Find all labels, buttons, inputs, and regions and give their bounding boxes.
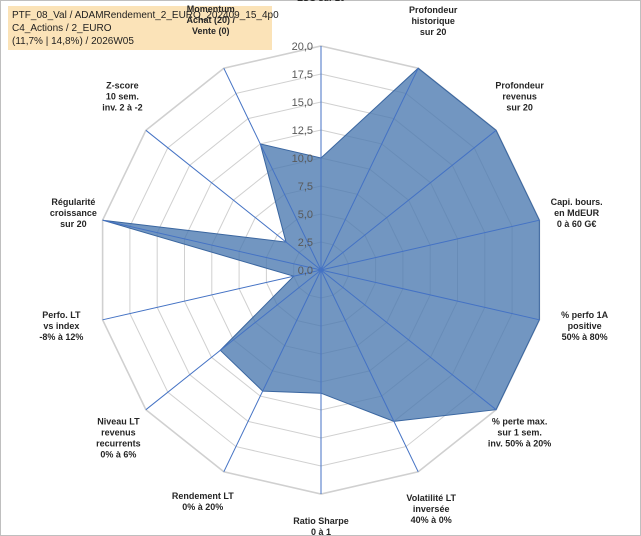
axis-label-line: % perfo 1A [561, 310, 609, 320]
tick-label: 7,5 [298, 181, 313, 193]
axis-label-line: sur 20 [420, 27, 447, 37]
axis-label-line: Profondeur [495, 81, 544, 91]
header-line-3: (11,7% | 14,8%) / 2026W05 [12, 36, 134, 47]
axis-label-line: % perte max. [492, 416, 548, 426]
axis-spoke [223, 67, 322, 271]
axis-label-line: Capi. bours. [551, 197, 603, 207]
axis-label-line: sur 20 [60, 219, 87, 229]
axis-label-line: 0 à 1 [311, 527, 331, 536]
axis-label-line: Volatilité LT [406, 493, 456, 503]
tick-label: 20,0 [292, 41, 313, 53]
chart-header: PTF_08_Val / ADAMRendement_2_EURO_202409… [8, 6, 279, 50]
axis-label-line: Z-score [106, 81, 139, 91]
header-line-2: C4_Actions / 2_EURO [12, 23, 112, 34]
axis-spoke [320, 269, 497, 411]
label-layer: NoteESG sur 20Profondeurhistoriquesur 20… [39, 0, 608, 536]
tick-label: 10,0 [292, 153, 313, 165]
axis-label-line: 50% à 80% [562, 332, 608, 342]
tick-label: 2,5 [298, 237, 313, 249]
tick-label: 0,0 [298, 265, 313, 277]
axis-label-line: 40% à 0% [411, 515, 452, 525]
tick-label: 12,5 [292, 125, 313, 137]
axis-label-line: inv. 2 à -2 [102, 103, 142, 113]
tick-label: 17,5 [292, 69, 313, 81]
axis-label-line: recurrents [96, 438, 141, 448]
axis-label-line: 10 sem. [106, 92, 139, 102]
axis-spoke [223, 269, 322, 473]
axis-label: Rendement LT0% à 20% [172, 491, 234, 512]
axis-label-line: vs index [43, 321, 79, 331]
axis-label-line: revenus [101, 427, 136, 437]
axis-label: % perte max.sur 1 sem.inv. 50% à 20% [488, 416, 551, 448]
axis-label-line: Niveau LT [97, 416, 140, 426]
axis-spoke [320, 129, 497, 271]
axis-label-line: en MdEUR [554, 208, 600, 218]
axis-spoke [145, 129, 322, 271]
axis-spoke [102, 219, 322, 271]
tick-layer: 0,0 2,5 5,0 7,5 10,0 12,5 15,0 17,5 20,0 [292, 41, 313, 277]
axis-label-line: Rendement LT [172, 491, 234, 501]
axis-label-line: inv. 50% à 20% [488, 438, 551, 448]
axis-label-line: Vente (0) [192, 26, 230, 36]
axis-label-line: Achat (20) / [187, 15, 236, 25]
axis-label-line: Régularité [51, 197, 95, 207]
axis-label-line: revenus [502, 92, 537, 102]
axis-spoke [320, 269, 540, 321]
axis-label-line: Profondeur [409, 5, 458, 15]
tick-label: 5,0 [298, 209, 313, 221]
tick-label: 15,0 [292, 97, 313, 109]
axis-label-line: 0 à 60 G€ [557, 219, 597, 229]
axis-label-line: croissance [50, 208, 97, 218]
axis-label-line: historique [411, 16, 455, 26]
axis-label: NoteESG sur 20 [297, 0, 345, 3]
axis-spoke [320, 219, 540, 271]
axis-label-line: ESG sur 20 [297, 0, 345, 3]
axis-label-line: 0% à 20% [182, 502, 223, 512]
axis-spoke [145, 269, 322, 411]
axis-label-line: inversée [413, 504, 450, 514]
axis-label-line: 0% à 6% [100, 449, 136, 459]
axis-label-line: positive [568, 321, 602, 331]
axis-label-line: -8% à 12% [39, 332, 83, 342]
axis-label-line: sur 1 sem. [497, 427, 542, 437]
spoke-layer [102, 46, 540, 494]
axis-label-line: sur 20 [506, 103, 533, 113]
axis-label-line: Ratio Sharpe [293, 516, 349, 526]
axis-spoke [320, 269, 419, 473]
axis-label-line: Momentum [187, 4, 235, 14]
header-line-1: PTF_08_Val / ADAMRendement_2_EURO_202409… [12, 10, 279, 21]
axis-spoke [320, 67, 419, 271]
axis-label-line: Perfo. LT [42, 310, 81, 320]
axis-spoke [102, 269, 322, 321]
